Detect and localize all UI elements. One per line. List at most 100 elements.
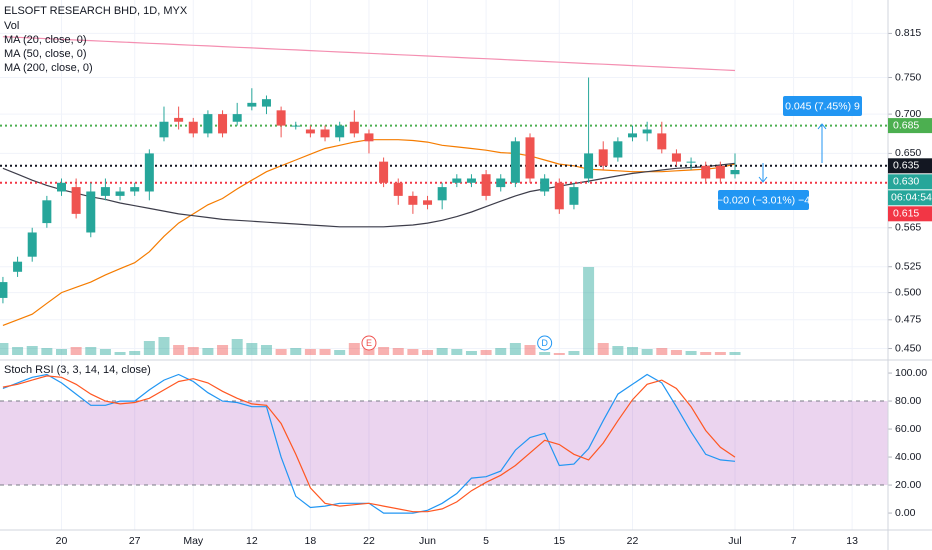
measure-label: −0.020 (−3.01%) −4 — [717, 194, 810, 206]
y-tick-label: 100.00 — [895, 367, 927, 379]
candle-body — [584, 153, 594, 179]
candle-body — [393, 182, 403, 196]
price-tag-label: 0.635 — [893, 160, 919, 172]
volume-bar — [553, 353, 565, 355]
candle-body — [481, 174, 491, 196]
volume-bar — [85, 347, 97, 355]
y-tick-label: 60.00 — [895, 423, 921, 435]
volume-bar — [12, 347, 24, 355]
candle-body — [628, 133, 638, 138]
price-tag-label: 0.615 — [893, 208, 919, 220]
x-tick-label: 5 — [483, 535, 489, 547]
volume-bar — [319, 349, 331, 355]
candle-body — [56, 182, 66, 192]
x-tick-label: Jun — [419, 535, 436, 547]
y-tick-label: 0.815 — [895, 27, 921, 39]
candle-body — [247, 102, 257, 107]
x-tick-label: 18 — [305, 535, 317, 547]
arrow-head — [758, 176, 768, 183]
event-label: D — [541, 338, 548, 348]
volume-bar — [231, 339, 243, 355]
candle-body — [144, 153, 154, 192]
x-tick-label: 7 — [791, 535, 797, 547]
volume-bar — [246, 343, 258, 355]
candle-body — [598, 149, 608, 166]
volume-bar — [670, 350, 682, 355]
volume-bar — [612, 346, 624, 355]
candle-body — [86, 191, 96, 233]
volume-bar — [583, 267, 595, 355]
volume-bar — [290, 348, 302, 355]
legend-ma20: MA (20, close, 0) — [4, 34, 87, 46]
price-tag — [888, 158, 932, 174]
volume-bar — [641, 349, 653, 355]
candle-body — [305, 129, 315, 134]
candle-body — [291, 125, 301, 127]
volume-bar — [407, 349, 419, 355]
candle-body — [437, 187, 447, 201]
volume-bar — [451, 349, 463, 355]
volume-bar — [348, 343, 360, 355]
candle-body — [466, 178, 476, 183]
candle-body — [276, 110, 286, 126]
candle-body — [218, 114, 228, 134]
price-tags: 0.685 0.635 0.630 06:04:54 0.615 — [888, 118, 932, 222]
stoch-line — [2, 375, 736, 513]
volume-bar — [685, 351, 697, 355]
volume-bar — [378, 347, 390, 355]
price-tag — [888, 118, 932, 134]
moving-average — [2, 36, 736, 72]
volume-bar — [70, 347, 82, 355]
volume-bar — [0, 343, 9, 355]
volume-bar — [480, 350, 492, 355]
y-tick-label: 0.565 — [895, 222, 921, 234]
candle-body — [613, 141, 623, 158]
candle-body — [335, 125, 345, 138]
candle-body — [364, 133, 374, 142]
event-label: E — [366, 338, 372, 348]
volume-bar — [627, 347, 639, 355]
candle-body — [42, 200, 52, 224]
y-tick-label: 0.750 — [895, 71, 921, 83]
y-tick-label: 80.00 — [895, 395, 921, 407]
volume-bar — [55, 349, 67, 355]
candle-body — [188, 121, 198, 134]
y-tick-label: 40.00 — [895, 451, 921, 463]
volume-bar — [26, 346, 38, 355]
volume-bar — [173, 345, 185, 355]
candle-body — [232, 114, 242, 122]
volume-bar — [524, 345, 536, 355]
measure-box — [718, 190, 809, 210]
volume-bar — [392, 348, 404, 355]
event-marker — [361, 335, 377, 351]
stoch-title: Stoch RSI (3, 3, 14, 14, close) — [4, 364, 151, 376]
y-tick-label: 0.650 — [895, 147, 921, 159]
grid — [0, 0, 892, 530]
candle-body — [0, 282, 8, 298]
x-tick-label: 15 — [553, 535, 565, 547]
price-tag — [888, 174, 932, 190]
countdown-tag — [888, 190, 932, 206]
candle-body — [130, 187, 140, 192]
measure-box — [783, 96, 862, 116]
volume-bar — [260, 345, 272, 355]
candle-body — [408, 195, 418, 205]
y-tick-label: 0.450 — [895, 342, 921, 354]
x-tick-label: 20 — [56, 535, 68, 547]
price-tag-label: 0.685 — [893, 119, 919, 131]
candle-body — [642, 129, 652, 134]
price-tag-label: 0.630 — [893, 176, 919, 188]
volume-bar — [99, 349, 111, 355]
volume-bar — [202, 348, 214, 355]
candle-body — [71, 187, 81, 214]
price-tag — [888, 206, 932, 222]
y-tick-label: 0.00 — [895, 507, 916, 519]
candle-body — [657, 133, 667, 150]
band — [0, 401, 888, 486]
x-tick-label: 22 — [627, 535, 639, 547]
candle-body — [540, 178, 550, 192]
measure-down: −0.020 (−3.01%) −4 — [717, 163, 810, 210]
volume-bar — [422, 350, 434, 355]
